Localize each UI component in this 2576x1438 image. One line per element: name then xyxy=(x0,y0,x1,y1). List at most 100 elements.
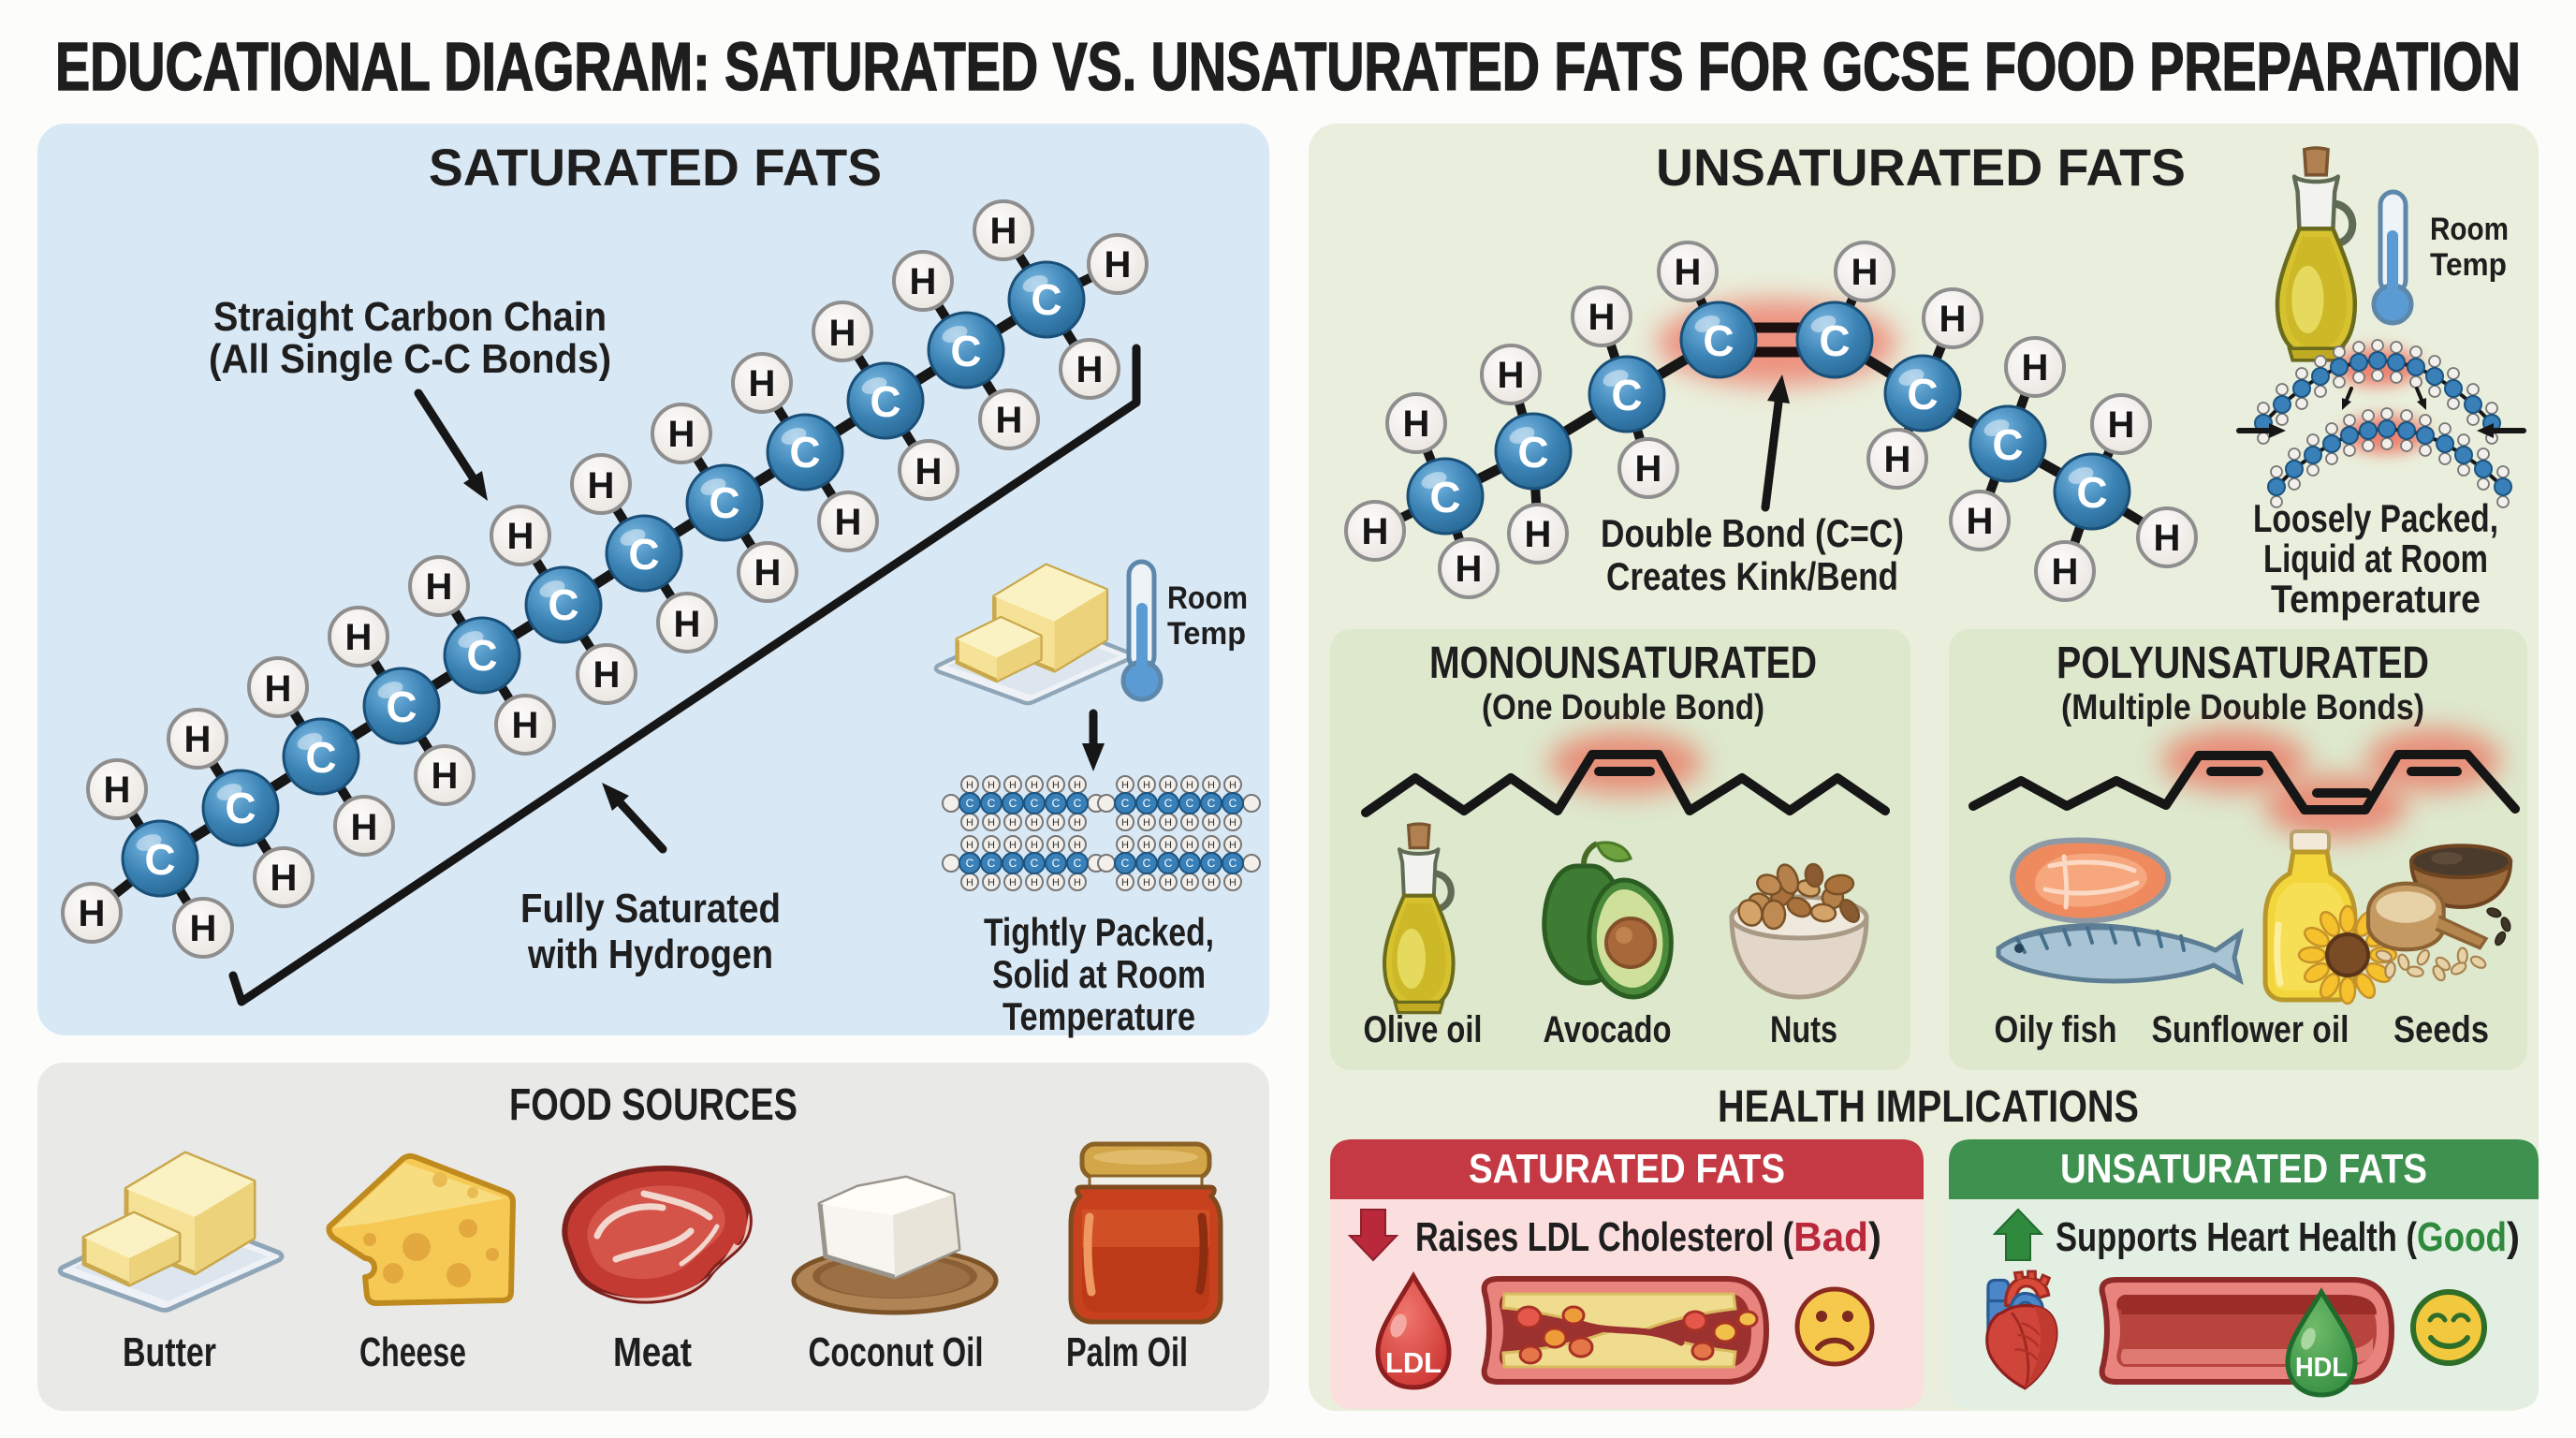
svg-text:H: H xyxy=(1229,780,1237,791)
svg-text:SATURATED FATS: SATURATED FATS xyxy=(1469,1146,1785,1192)
svg-text:EDUCATIONAL DIAGRAM: SATURATED: EDUCATIONAL DIAGRAM: SATURATED VS. UNSAT… xyxy=(55,30,2521,105)
svg-text:H: H xyxy=(910,261,937,302)
svg-text:C: C xyxy=(1121,857,1130,870)
svg-text:H: H xyxy=(1164,780,1172,791)
svg-text:Nuts: Nuts xyxy=(1770,1009,1837,1050)
svg-text:H: H xyxy=(588,465,615,506)
svg-text:C: C xyxy=(1031,857,1039,870)
svg-text:C: C xyxy=(1429,473,1460,521)
svg-text:H: H xyxy=(1074,840,1081,851)
svg-text:H: H xyxy=(668,414,695,455)
svg-text:H: H xyxy=(988,780,995,791)
svg-text:H: H xyxy=(271,858,298,899)
svg-text:with Hydrogen: with Hydrogen xyxy=(527,932,773,977)
svg-text:H: H xyxy=(1074,877,1081,888)
svg-text:H: H xyxy=(1456,549,1483,590)
svg-text:H: H xyxy=(1009,780,1017,791)
svg-text:H: H xyxy=(2022,347,2049,389)
svg-text:H: H xyxy=(996,400,1023,441)
svg-text:H: H xyxy=(1635,448,1662,490)
svg-text:H: H xyxy=(749,363,776,404)
svg-text:H: H xyxy=(1164,840,1172,851)
svg-text:H: H xyxy=(966,840,973,851)
svg-text:H: H xyxy=(915,451,943,492)
svg-text:H: H xyxy=(190,908,217,949)
svg-text:Olive oil: Olive oil xyxy=(1364,1009,1483,1050)
svg-text:C: C xyxy=(628,530,659,579)
svg-text:Good: Good xyxy=(2417,1214,2507,1260)
svg-text:Straight Carbon Chain: Straight Carbon Chain xyxy=(213,294,607,340)
svg-text:Coconut Oil: Coconut Oil xyxy=(809,1329,984,1375)
svg-text:H: H xyxy=(1403,404,1430,445)
svg-text:H: H xyxy=(1052,817,1060,829)
svg-text:Supports Heart Health (: Supports Heart Health ( xyxy=(2056,1214,2417,1260)
svg-text:C: C xyxy=(1229,857,1237,870)
svg-text:H: H xyxy=(593,654,621,696)
svg-text:H: H xyxy=(1939,299,1967,340)
svg-text:H: H xyxy=(754,552,782,594)
svg-text:H: H xyxy=(1208,840,1215,851)
svg-text:Temp: Temp xyxy=(2430,247,2507,283)
svg-text:Meat: Meat xyxy=(613,1329,692,1375)
svg-text:C: C xyxy=(1611,371,1642,419)
svg-text:H: H xyxy=(1186,877,1193,888)
svg-text:LDL: LDL xyxy=(1385,1346,1442,1379)
svg-text:Temperature: Temperature xyxy=(1003,994,1195,1038)
svg-text:H: H xyxy=(1143,817,1150,829)
svg-text:H: H xyxy=(1498,355,1525,396)
svg-text:H: H xyxy=(507,516,534,557)
svg-text:Oily fish: Oily fish xyxy=(1995,1009,2117,1050)
svg-text:C: C xyxy=(1186,797,1194,810)
svg-text:H: H xyxy=(426,566,453,608)
svg-text:H: H xyxy=(1121,780,1129,791)
svg-text:C: C xyxy=(1907,370,1938,418)
svg-text:C: C xyxy=(548,580,578,629)
svg-text:C: C xyxy=(1164,797,1173,810)
svg-text:C: C xyxy=(1819,316,1850,365)
svg-text:UNSATURATED FATS: UNSATURATED FATS xyxy=(1656,138,2186,197)
svg-text:C: C xyxy=(225,784,256,832)
svg-text:H: H xyxy=(1967,501,1994,542)
svg-text:H: H xyxy=(988,817,995,829)
svg-text:SATURATED FATS: SATURATED FATS xyxy=(429,138,882,197)
svg-text:H: H xyxy=(512,705,539,746)
svg-text:H: H xyxy=(1208,780,1215,791)
svg-text:H: H xyxy=(1143,877,1150,888)
svg-text:H: H xyxy=(1121,817,1129,829)
svg-text:H: H xyxy=(104,770,131,811)
svg-text:H: H xyxy=(351,807,378,848)
svg-text:C: C xyxy=(466,631,497,680)
svg-text:H: H xyxy=(1121,877,1129,888)
svg-text:Butter: Butter xyxy=(123,1329,216,1375)
svg-text:C: C xyxy=(1517,428,1548,477)
svg-text:FOOD SOURCES: FOOD SOURCES xyxy=(509,1080,798,1130)
svg-text:H: H xyxy=(1186,840,1193,851)
svg-text:C: C xyxy=(305,733,336,782)
svg-text:H: H xyxy=(265,668,292,710)
svg-text:C: C xyxy=(2076,468,2107,517)
svg-text:H: H xyxy=(1229,877,1237,888)
svg-text:C: C xyxy=(1186,857,1194,870)
svg-text:Palm Oil: Palm Oil xyxy=(1066,1329,1188,1375)
svg-text:H: H xyxy=(1675,252,1702,293)
svg-text:Loosely Packed,: Loosely Packed, xyxy=(2253,496,2498,540)
svg-text:H: H xyxy=(1229,840,1237,851)
svg-text:Room: Room xyxy=(1167,580,1248,616)
svg-text:C: C xyxy=(1703,316,1734,365)
svg-text:Fully Saturated: Fully Saturated xyxy=(520,886,781,932)
svg-text:H: H xyxy=(2154,518,2181,559)
svg-text:C: C xyxy=(1031,275,1061,324)
svg-text:C: C xyxy=(1074,797,1082,810)
svg-text:C: C xyxy=(950,327,981,375)
svg-text:): ) xyxy=(1868,1214,1881,1260)
svg-text:C: C xyxy=(144,835,175,884)
svg-text:(Multiple Double Bonds): (Multiple Double Bonds) xyxy=(2061,688,2424,727)
svg-text:H: H xyxy=(1229,817,1237,829)
svg-text:Seeds: Seeds xyxy=(2393,1009,2489,1050)
svg-text:C: C xyxy=(386,682,417,731)
svg-text:Tightly Packed,: Tightly Packed, xyxy=(984,910,1214,954)
svg-text:Bad: Bad xyxy=(1793,1214,1868,1260)
svg-text:H: H xyxy=(1186,780,1193,791)
svg-text:H: H xyxy=(1052,780,1060,791)
svg-text:Temperature: Temperature xyxy=(2271,577,2481,621)
